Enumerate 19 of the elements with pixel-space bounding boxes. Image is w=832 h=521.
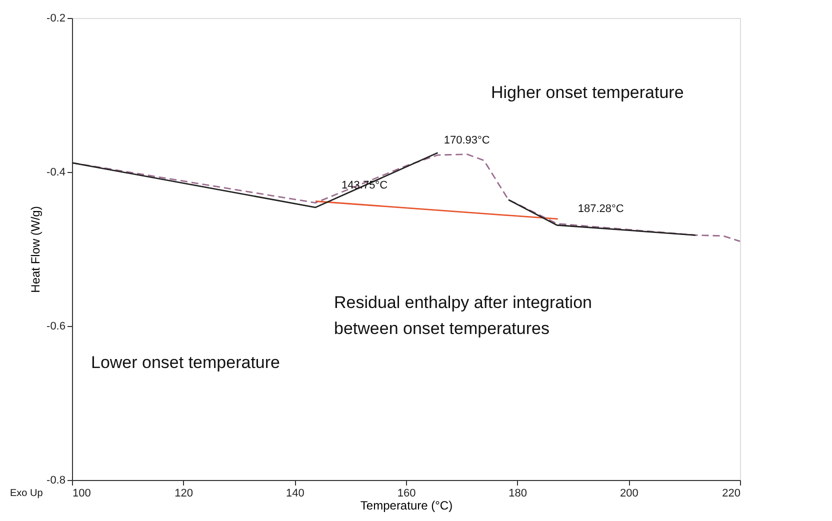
x-axis-title: Temperature (°C) [360, 498, 453, 512]
y-tick-label: -0.2 [46, 12, 66, 24]
x-tick-label: 100 [72, 488, 91, 500]
x-tick-label: 120 [174, 488, 194, 500]
y-tick-label: -0.6 [46, 320, 66, 332]
x-tick-label: 160 [397, 488, 416, 500]
y-tick-label: -0.8 [46, 474, 66, 486]
x-tick-label: 180 [508, 488, 528, 500]
annotation: Lower onset temperature [91, 353, 280, 372]
x-tick-label: 200 [620, 488, 638, 500]
y-tick-label: -0.4 [46, 166, 66, 178]
text: Exo Up [10, 488, 44, 499]
x-tick-label: 140 [286, 488, 304, 500]
x-tick-label: 220 [722, 488, 740, 500]
annotation: Residual enthalpy after integration between onset temperatures [334, 293, 592, 338]
annotation: Higher onset temperature [491, 83, 684, 102]
annotation: 187.28°C [578, 202, 624, 215]
y-axis-title: Heat Flow (W/g) [28, 206, 43, 293]
annotation: 170.93°C [444, 134, 490, 146]
